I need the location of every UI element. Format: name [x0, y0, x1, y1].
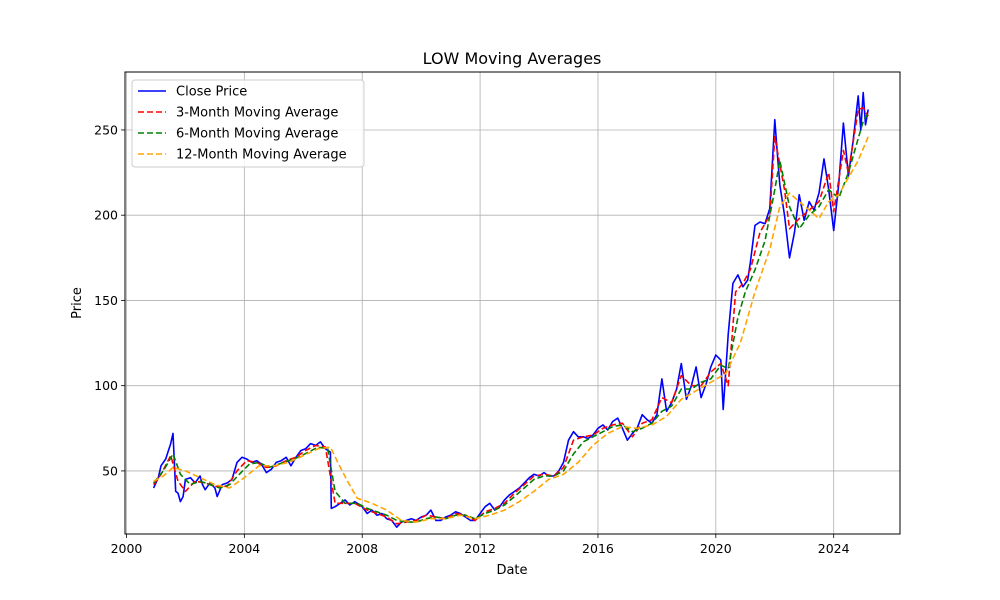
x-axis: 2000 2004 2008 2012 2016 2020 2024 [111, 534, 850, 556]
x-tick-label: 2004 [228, 541, 260, 556]
y-tick-label: 50 [102, 463, 118, 478]
legend: Close Price 3-Month Moving Average 6-Month… [131, 79, 365, 168]
x-tick-label: 2024 [818, 541, 850, 556]
x-tick-label: 2020 [700, 541, 732, 556]
series-line-1 [152, 107, 869, 525]
x-tick-label: 2016 [582, 541, 614, 556]
x-tick-label: 2008 [346, 541, 378, 556]
x-tick-label: 2012 [464, 541, 496, 556]
y-tick-label: 150 [94, 293, 118, 308]
chart-title: LOW Moving Averages [423, 49, 602, 68]
plot-frame [124, 71, 901, 535]
y-axis-label: Price [70, 287, 85, 319]
y-tick-label: 100 [94, 378, 118, 393]
series-lines [152, 91, 869, 528]
y-tick-label: 200 [94, 208, 118, 223]
series-line-0 [152, 91, 869, 528]
legend-label: 12-Month Moving Average [176, 148, 347, 163]
x-axis-label: Date [496, 563, 527, 578]
series-line-3 [153, 136, 869, 523]
y-axis: 50 100 150 200 250 [94, 122, 125, 478]
legend-label: 6-Month Moving Average [176, 127, 338, 142]
legend-label: Close Price [176, 85, 247, 100]
x-tick-label: 2000 [111, 541, 143, 556]
legend-box [131, 79, 365, 168]
y-tick-label: 250 [94, 122, 118, 137]
series-line-2 [152, 112, 869, 523]
legend-label: 3-Month Moving Average [176, 106, 338, 121]
